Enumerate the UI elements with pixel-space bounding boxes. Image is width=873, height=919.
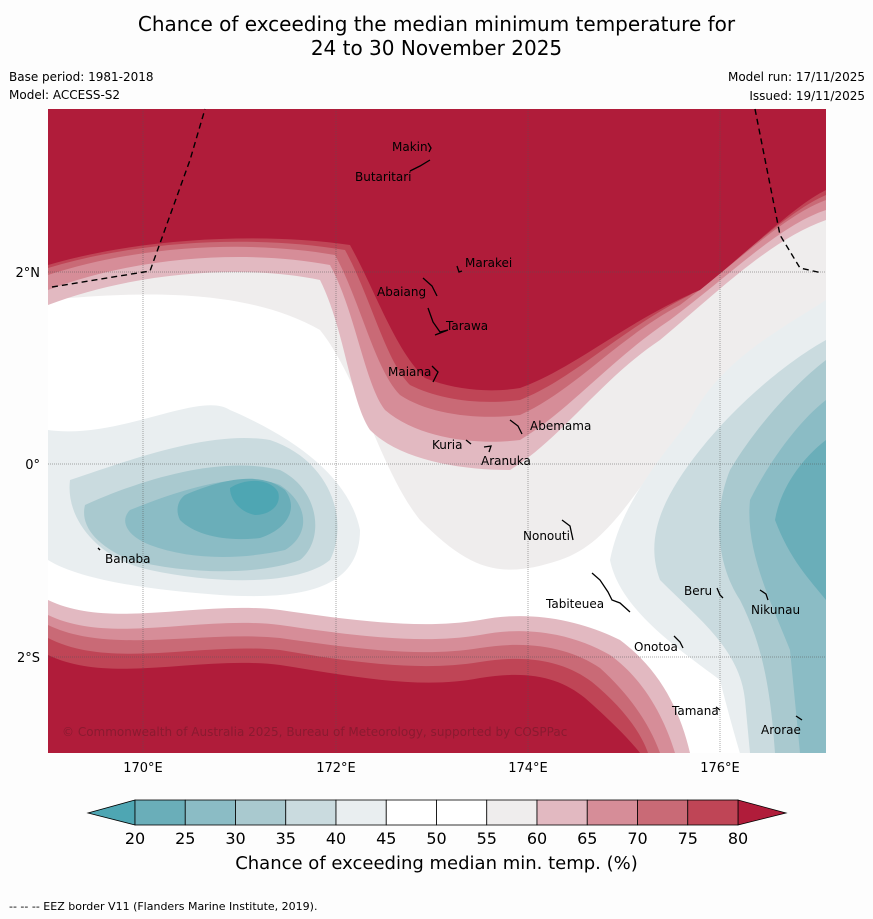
island-makin-shape bbox=[427, 142, 432, 153]
field-above-80-north bbox=[48, 109, 826, 391]
colorbar-label: Chance of exceeding median min. temp. (%… bbox=[235, 853, 638, 874]
island-tarawa-shape bbox=[427, 307, 449, 336]
map-title: Chance of exceeding the median minimum t… bbox=[0, 12, 873, 60]
lon-label: 176°E bbox=[700, 761, 740, 776]
colorbar-bin bbox=[637, 799, 689, 826]
island-butaritari-shape bbox=[409, 159, 431, 172]
copyright-text: © Commonwealth of Australia 2025, Bureau… bbox=[62, 725, 567, 739]
colorbar-tick-label: 60 bbox=[527, 829, 547, 848]
island-label: Onotoa bbox=[634, 640, 678, 654]
colorbar-bin bbox=[385, 799, 437, 826]
lat-label: 2°N bbox=[16, 266, 41, 281]
title-line-2: 24 to 30 November 2025 bbox=[310, 36, 563, 60]
island-label: Banaba bbox=[105, 552, 151, 566]
field-20-25-east bbox=[775, 440, 826, 600]
colorbar-tick-label: 40 bbox=[326, 829, 346, 848]
colorbar-tick-label: 25 bbox=[175, 829, 195, 848]
lat-label: 2°S bbox=[17, 651, 40, 666]
island-label: Maiana bbox=[388, 365, 431, 379]
island-label: Beru bbox=[684, 584, 712, 598]
lon-label: 174°E bbox=[508, 761, 548, 776]
island-label: Tarawa bbox=[445, 319, 488, 333]
island-label: Abemama bbox=[530, 419, 591, 433]
colorbar-tick-label: 70 bbox=[627, 829, 647, 848]
colorbar-high-extend bbox=[737, 799, 788, 826]
island-labels: Makin Butaritari Marakei Abaiang Tarawa … bbox=[105, 140, 801, 737]
colorbar-tick-label: 80 bbox=[728, 829, 748, 848]
island-label: Kuria bbox=[432, 438, 463, 452]
island-abaiang-shape bbox=[422, 277, 438, 297]
colorbar-bin bbox=[436, 799, 488, 826]
colorbar-bin bbox=[687, 799, 739, 826]
colorbar-tick-label: 50 bbox=[426, 829, 446, 848]
island-aranuka-shape bbox=[483, 445, 492, 453]
island-maiana-shape bbox=[431, 365, 439, 383]
base-period: Base period: 1981-2018 bbox=[9, 70, 154, 84]
island-tabiteuea-shape bbox=[591, 572, 631, 613]
island-beru-shape bbox=[716, 587, 724, 599]
island-label: Abaiang bbox=[377, 285, 426, 299]
colorbar-tick-label: 30 bbox=[225, 829, 245, 848]
colorbar-bin bbox=[235, 799, 287, 826]
lat-label: 0° bbox=[25, 458, 40, 473]
island-label: Arorae bbox=[761, 723, 801, 737]
colorbar-tick-label: 75 bbox=[678, 829, 698, 848]
island-kuria-shape bbox=[465, 439, 472, 445]
island-banaba-shape bbox=[97, 547, 101, 551]
colorbar-tick-label: 45 bbox=[376, 829, 396, 848]
colorbar-bin bbox=[285, 799, 337, 826]
eez-border-east bbox=[754, 108, 823, 274]
island-label: Tabiteuea bbox=[545, 597, 604, 611]
island-label: Butaritari bbox=[355, 170, 412, 184]
graticule bbox=[48, 109, 826, 753]
model-name: Model: ACCESS-S2 bbox=[9, 88, 121, 102]
island-marakei-shape bbox=[456, 265, 463, 273]
island-nikunau-shape bbox=[759, 589, 769, 601]
eez-footnote: -- -- -- EEZ border V11 (Flanders Marine… bbox=[9, 900, 318, 913]
probability-field bbox=[48, 109, 826, 753]
field-above-80-south bbox=[48, 655, 640, 753]
island-onotoa-shape bbox=[673, 635, 684, 649]
island-label: Tamana bbox=[671, 704, 719, 718]
title-line-1: Chance of exceeding the median minimum t… bbox=[137, 12, 736, 36]
island-abemama-shape bbox=[509, 419, 523, 435]
axis-labels: 2°N 0° 2°S 170°E 172°E 174°E 176°E bbox=[16, 266, 740, 776]
colorbar: 20 25 30 35 40 45 50 55 60 65 70 75 80 bbox=[86, 799, 788, 848]
colorbar-bin bbox=[134, 799, 186, 826]
field-below-20-west bbox=[230, 480, 279, 515]
colorbar-tick-label: 20 bbox=[125, 829, 145, 848]
island-nonouti-shape bbox=[561, 519, 574, 541]
island-arorae-shape bbox=[795, 715, 803, 721]
island-label: Nikunau bbox=[751, 603, 800, 617]
lon-label: 172°E bbox=[316, 761, 356, 776]
colorbar-bin bbox=[184, 799, 236, 826]
lon-label: 170°E bbox=[123, 761, 163, 776]
colorbar-bin bbox=[586, 799, 638, 826]
island-label: Nonouti bbox=[523, 529, 570, 543]
model-run: Model run: 17/11/2025 bbox=[727, 70, 865, 84]
colorbar-bin bbox=[536, 799, 588, 826]
colorbar-tick-label: 55 bbox=[477, 829, 497, 848]
island-label: Makin bbox=[392, 140, 428, 154]
island-tamana-shape bbox=[715, 706, 721, 711]
colorbar-bin bbox=[486, 799, 538, 826]
colorbar-bin bbox=[335, 799, 387, 826]
island-label: Marakei bbox=[465, 256, 512, 270]
eez-border bbox=[51, 108, 823, 288]
eez-border-west bbox=[51, 108, 206, 288]
island-outlines bbox=[97, 142, 803, 721]
colorbar-tick-label: 35 bbox=[276, 829, 296, 848]
island-label: Aranuka bbox=[481, 454, 531, 468]
colorbar-low-extend bbox=[86, 799, 136, 826]
colorbar-tick-label: 65 bbox=[577, 829, 597, 848]
issued-date: Issued: 19/11/2025 bbox=[749, 89, 865, 103]
